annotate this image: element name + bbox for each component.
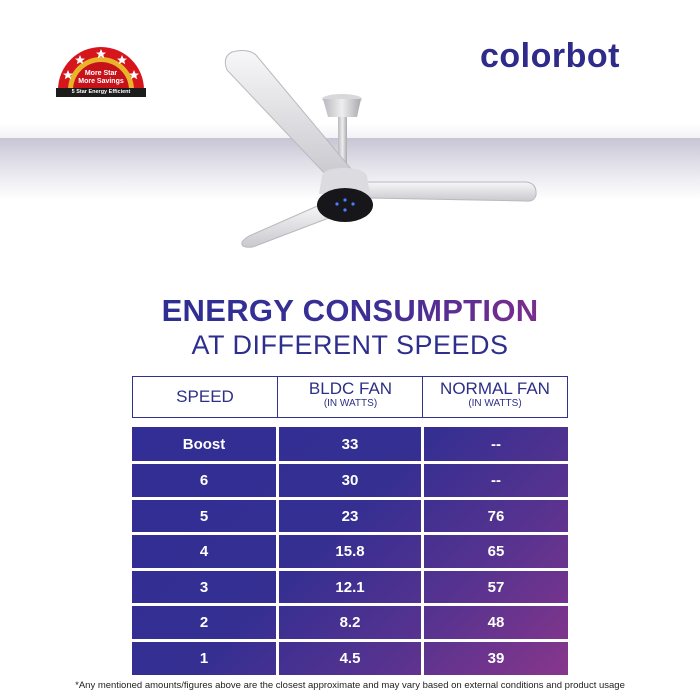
headline-title: ENERGY CONSUMPTION: [161, 293, 539, 328]
fan-motor-bottom: [317, 188, 373, 222]
table-divider: [132, 497, 568, 500]
table-cell-bldc: 15.8: [335, 543, 365, 560]
fan-blade-2: [361, 181, 537, 202]
table-cell-bldc: 12.1: [335, 579, 365, 596]
table-divider: [132, 639, 568, 642]
table-cell-normal: 57: [487, 579, 505, 596]
badge-text-line2: More Savings: [78, 78, 124, 85]
table-cell-speed: 2: [199, 614, 209, 631]
header-bldc-unit: (IN WATTS): [323, 398, 378, 409]
table-cell-speed: 5: [199, 508, 209, 525]
table-cell-bldc: 4.5: [339, 650, 361, 667]
table-cell-bldc: 33: [341, 436, 359, 453]
fan-canopy-body: [323, 99, 361, 117]
header-speed: SPEED: [132, 376, 278, 418]
table-cell-speed: 1: [199, 650, 209, 667]
table-divider: [132, 532, 568, 535]
fan-motor-top: [319, 168, 370, 194]
header-normal: NORMAL FAN (IN WATTS): [422, 376, 568, 418]
badge-text-line1: More Star: [84, 70, 118, 77]
five-star-rating-badge: More Star More Savings 5 Star Energy Eff…: [55, 40, 147, 98]
table-divider: [132, 461, 568, 464]
fan-downrod: [338, 117, 347, 169]
data-table: [132, 427, 568, 675]
badge-strip-label: 5 Star Energy Efficient: [56, 88, 146, 97]
table-cell-speed: 3: [199, 579, 209, 596]
table-cell-normal: 39: [487, 650, 505, 667]
table-divider: [276, 427, 279, 675]
table-divider: [421, 427, 424, 675]
table-cell-normal: 65: [487, 543, 505, 560]
ceiling-fan-image: [224, 50, 537, 248]
table-cell-normal: --: [491, 472, 501, 489]
disclaimer-footnote: *Any mentioned amounts/figures above are…: [75, 680, 625, 691]
table-divider: [132, 568, 568, 571]
brand-logo: colorbot: [480, 37, 620, 75]
table-cell-bldc: 23: [341, 508, 359, 525]
table-cell-speed: Boost: [182, 436, 226, 453]
table-cell-speed: 4: [199, 543, 209, 560]
table-cell-normal: 48: [487, 614, 505, 631]
fan-blade-3: [241, 203, 335, 248]
table-cell-normal: --: [491, 436, 501, 453]
header-normal-unit: (IN WATTS): [468, 398, 522, 409]
table-cell-bldc: 8.2: [339, 614, 361, 631]
header-bldc-label: BLDC FAN: [308, 379, 393, 398]
table-cell-speed: 6: [199, 472, 209, 489]
headline-subtitle: AT DIFFERENT SPEEDS: [191, 330, 509, 360]
header-normal-label: NORMAL FAN: [440, 379, 550, 398]
header-speed-label: SPEED: [176, 387, 234, 406]
header-bldc: BLDC FAN (IN WATTS): [277, 376, 424, 418]
table-cell-normal: 76: [487, 508, 505, 525]
table-cell-bldc: 30: [341, 472, 359, 489]
table-divider: [132, 603, 568, 606]
